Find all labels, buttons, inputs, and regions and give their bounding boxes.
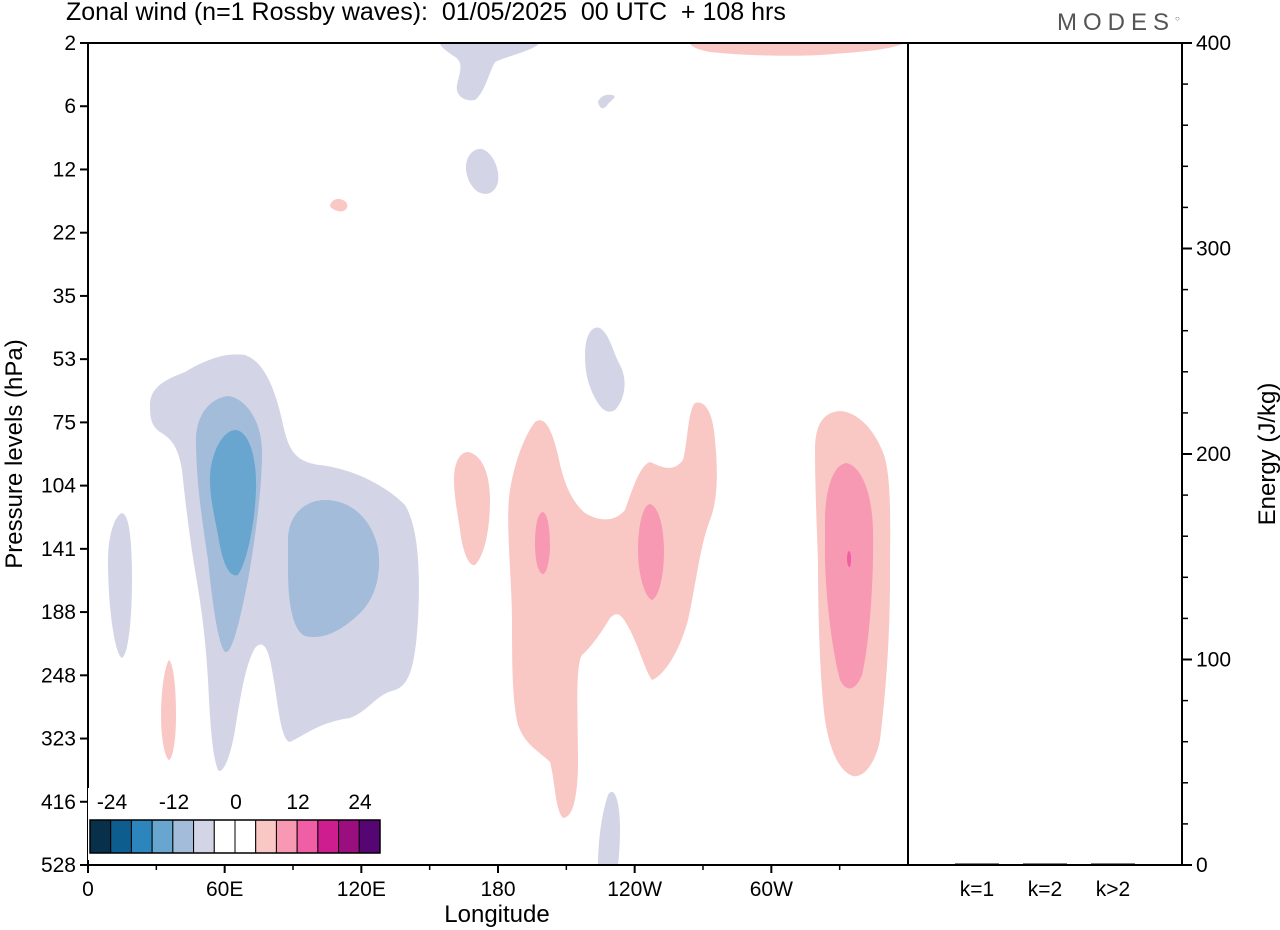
y-tick-label: 12	[53, 158, 76, 181]
x-tick-label: 180	[480, 878, 515, 901]
energy-bar	[1091, 863, 1135, 865]
negative-patch-west	[108, 513, 132, 658]
colorbar-label: 0	[230, 791, 242, 814]
y-tick-label: 188	[41, 601, 76, 624]
energy-category-label: k>2	[1096, 878, 1130, 901]
colorbar-label: 12	[286, 791, 309, 814]
colorbar-swatch	[234, 819, 257, 854]
colorbar-swatch	[275, 819, 298, 854]
colorbar-swatch	[89, 819, 112, 854]
negative-patch-bottom	[598, 791, 620, 865]
positive-region-central	[508, 402, 717, 818]
positive-core-3	[825, 463, 874, 689]
y-tick-label: 22	[53, 222, 76, 245]
y-axis-ticks: 2 6 12 22 35 53 75 104 141 188 248 323 416 528	[41, 32, 88, 877]
negative-patch-small-2	[465, 148, 499, 194]
brand-text: MODES	[1057, 9, 1176, 36]
positive-core-2	[638, 504, 664, 600]
negative-region-mid-2	[288, 500, 380, 638]
y-tick-label: 248	[41, 664, 76, 687]
y-tick-label: 75	[53, 411, 76, 434]
energy-category-label: k=2	[1028, 878, 1062, 901]
colorbar-label: 24	[348, 791, 372, 814]
energy-category-label: k=1	[960, 878, 994, 901]
y-tick-label: 6	[64, 95, 76, 118]
brand-logo: MODES○	[1057, 9, 1180, 36]
negative-region-core	[210, 430, 257, 576]
x-tick-label: 60E	[206, 878, 243, 901]
energy-axis-ticks: 0 100 200 300 400	[1182, 32, 1231, 877]
y-tick-label: 104	[41, 475, 76, 498]
energy-bars: k=1 k=2 k>2	[955, 863, 1135, 901]
energy-tick-label: 300	[1196, 238, 1231, 261]
positive-patch-small	[330, 198, 348, 212]
y-axis-title: Pressure levels (hPa)	[1, 339, 28, 568]
positive-patch-dateline	[454, 452, 490, 566]
x-tick-label: 120E	[337, 878, 386, 901]
contour-plot	[108, 43, 905, 865]
colorbar-swatch	[151, 819, 174, 854]
colorbar-swatch	[338, 819, 360, 854]
energy-axis-title: Energy (J/kg)	[1254, 383, 1280, 526]
energy-tick-label: 400	[1196, 32, 1231, 55]
y-tick-label: 53	[53, 348, 76, 371]
colorbar-swatch	[110, 819, 132, 854]
y-tick-label: 141	[41, 538, 76, 561]
colorbar-swatch	[193, 819, 215, 854]
energy-bar	[955, 863, 999, 865]
negative-patch-mid	[585, 327, 625, 412]
negative-patch-top	[440, 43, 540, 101]
energy-tick-label: 0	[1196, 854, 1208, 877]
y-tick-label: 35	[53, 285, 76, 308]
colorbar-swatch	[130, 819, 153, 854]
chart-title: Zonal wind (n=1 Rossby waves): 01/05/202…	[66, 0, 786, 26]
colorbar-swatch	[255, 819, 277, 854]
negative-patch-small-1	[598, 94, 615, 109]
energy-tick-label: 200	[1196, 443, 1231, 466]
y-tick-label: 528	[41, 854, 76, 877]
colorbar-label: -24	[97, 791, 128, 814]
x-tick-label: 0	[82, 878, 94, 901]
y-tick-label: 323	[41, 728, 76, 751]
colorbar-label: -12	[159, 791, 189, 814]
colorbar-swatch	[296, 819, 319, 854]
colorbar-swatch	[317, 819, 340, 854]
x-axis-ticks: 0 60E 120E 180 120W 60W	[82, 865, 841, 901]
colorbar-swatch	[213, 819, 236, 854]
x-axis-title: Longitude	[444, 901, 549, 928]
colorbar-swatch	[358, 819, 381, 854]
energy-bar	[1023, 863, 1067, 865]
x-tick-label: 120W	[607, 878, 662, 901]
positive-patch-west	[161, 660, 176, 760]
x-tick-label: 60W	[750, 878, 793, 901]
y-tick-label: 416	[41, 791, 76, 814]
colorbar: -24 -12 0 12 24	[88, 788, 384, 860]
positive-patch-top	[690, 43, 905, 56]
colorbar-frame	[89, 819, 381, 854]
positive-core-4	[847, 551, 851, 568]
energy-tick-label: 100	[1196, 649, 1231, 672]
y-tick-label: 2	[64, 32, 76, 55]
colorbar-swatch	[172, 819, 195, 854]
positive-core-1	[535, 512, 550, 575]
